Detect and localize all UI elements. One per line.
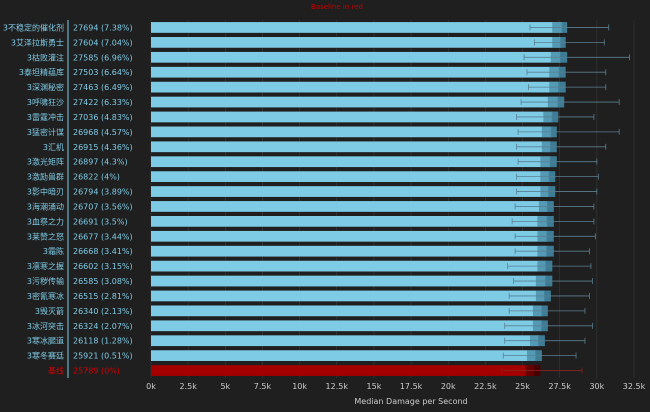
bar-value-label: 26822 (4%) [73,173,120,182]
bar-value-label: 25789 (0%) [73,367,120,376]
bar-value-label: 26324 (2.07%) [73,322,133,331]
bar [151,37,562,48]
x-tick-label: 25k [515,382,530,391]
bar [151,81,560,93]
bar-category-label: 3不稳定的催化剂 [3,22,64,32]
x-tick-label: 17.5k [400,382,423,391]
bar [151,141,551,153]
bar [151,201,548,212]
bar-series: 3不稳定的催化剂 27694 (7.38%) 3艾泽拉斯勇士 27604 (7.04%… [3,22,630,376]
bar-category-label: 3激光矩阵 [27,157,64,167]
bar-value-label: 26585 (3.08%) [73,277,133,286]
bar-category-label: 3雷霆冲击 [27,112,64,122]
bar [151,335,540,347]
x-tick-label: 0k [146,382,156,391]
x-tick-label: 30k [589,382,604,391]
bar [151,171,550,182]
bar [151,350,537,361]
bar [151,126,552,138]
bar-value-label: 26707 (3.56%) [73,202,133,211]
x-axis-label: Median Damage per Second [354,397,467,406]
bar [151,320,543,332]
grid-lines [150,20,635,378]
bar [151,290,546,302]
bar-value-label: 26968 (4.57%) [73,128,133,137]
bar-value-label: 26515 (2.81%) [73,292,133,301]
bar [151,305,543,317]
bar-value-label: 27463 (6.49%) [73,83,133,92]
x-tick-label: 2.5k [179,382,197,391]
x-tick-label: 20k [441,382,456,391]
bar-value-label: 26340 (2.13%) [73,307,133,316]
bar-category-label: 3呼啸狂沙 [27,97,64,107]
bar-value-label: 27036 (4.83%) [73,113,133,122]
bar-category-label: 3猛密计谋 [27,127,64,137]
bar-value-label: 26794 (3.89%) [73,188,133,197]
x-tick-labels: 0k 2.5k 5k 7.5k 10k 12.5k 15k 17.5k 20k 22.5k 25k 2… [146,382,645,391]
bar-value-label: 27604 (7.04%) [73,38,133,47]
x-tick-label: 12.5k [326,382,349,391]
bar-value-label: 26602 (3.15%) [73,262,133,271]
bar-category-label: 3莱赞之怒 [27,231,64,241]
bar-category-label: 3寒冬赛廷 [27,351,64,361]
bar-category-label: 基线 [48,366,64,376]
bar-value-label: 26691 (3.5%) [73,217,128,226]
bar-value-label: 26897 (4.3%) [73,158,128,167]
x-tick-label: 15k [367,382,382,391]
bar [151,260,547,272]
x-tick-label: 32.5k [623,382,646,391]
x-tick-label: 7.5k [254,382,272,391]
bar-category-label: 3泰坦精蕴库 [19,67,64,77]
x-tick-label: 10k [292,382,307,391]
bar-category-label: 3汇机 [43,142,64,152]
x-tick-label: 27.5k [548,382,571,391]
bar-category-label: 3寒冰腿道 [27,336,64,346]
bar-category-label: 3密氰寒冰 [27,291,64,301]
bar [151,365,535,376]
bar-category-label: 3枯败灌注 [27,52,64,62]
bar-category-label: 3凛寒之握 [27,261,64,271]
bar-value-label: 27422 (6.33%) [73,98,133,107]
bar-category-label: 3冰河突击 [27,321,64,331]
bar-value-label: 27585 (6.96%) [73,53,133,62]
bar [151,275,547,287]
bar-category-label: 3深渊秘密 [27,82,64,92]
bar [151,186,550,197]
bar [151,230,548,242]
bar-category-label: 3霜陈 [43,246,64,256]
chart-title: Baseline in red [311,3,363,11]
bar-category-label: 3血祭之力 [27,216,64,226]
bar-value-label: 27694 (7.38%) [73,23,133,32]
bar-category-label: 3影中暗刃 [27,187,64,197]
bar-value-label: 27503 (6.64%) [73,68,133,77]
bar-category-label: 3毁灭箭 [35,306,64,316]
bar [151,66,560,78]
bar [151,96,559,108]
bar [151,245,548,257]
bar-value-label: 26118 (1.28%) [73,337,133,346]
bar-value-label: 25921 (0.51%) [73,352,133,361]
bar-value-label: 26915 (4.36%) [73,143,133,152]
bar-value-label: 26668 (3.41%) [73,247,133,256]
bar-category-label: 3海潮涌动 [27,201,64,211]
bar [151,156,551,168]
bar [151,111,553,123]
bar-category-label: 3污秽传输 [27,276,64,286]
bar-value-label: 26677 (3.44%) [73,232,133,241]
bar [151,22,563,33]
x-tick-label: 5k [220,382,230,391]
bar-category-label: 3激励兽群 [27,172,64,182]
bar [151,216,548,227]
bar-category-label: 3艾泽拉斯勇士 [11,37,64,47]
bar [151,51,561,63]
x-tick-label: 22.5k [474,382,497,391]
